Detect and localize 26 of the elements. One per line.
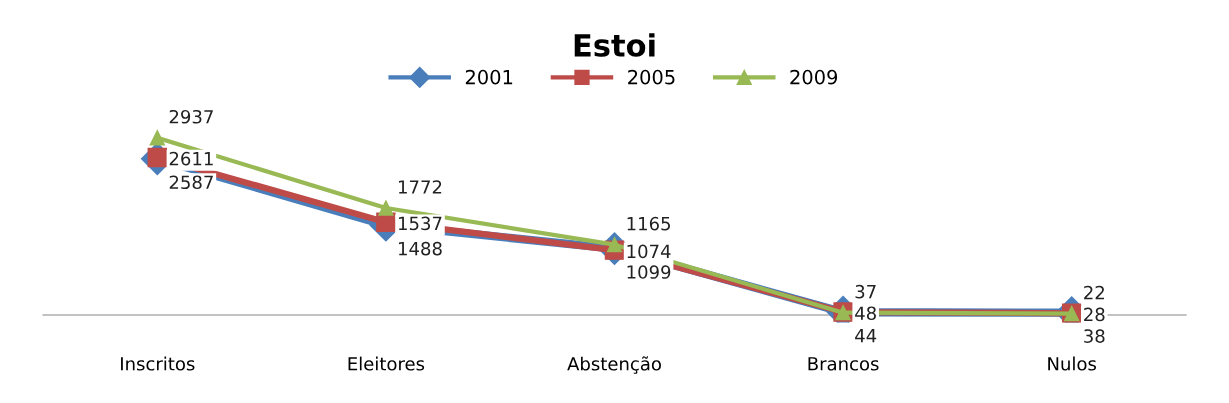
data-label: 1488 <box>399 241 442 256</box>
data-label: 1074 <box>627 244 671 259</box>
data-label: 2611 <box>169 151 213 166</box>
point <box>149 130 165 146</box>
data-label: 28 <box>1084 307 1105 322</box>
legend-label: 2009 <box>790 69 838 85</box>
data-label: 2587 <box>169 175 213 190</box>
data-label: 48 <box>855 306 876 321</box>
x-tick-label: Nulos <box>1048 356 1097 371</box>
data-label: 1772 <box>399 180 442 194</box>
legend-label: 2001 <box>465 69 513 85</box>
data-label: 38 <box>1084 329 1105 343</box>
x-tick-label: Inscritos <box>121 356 195 371</box>
data-label: 2937 <box>169 109 213 124</box>
data-label: 1537 <box>399 216 442 231</box>
data-label: 37 <box>855 284 876 299</box>
data-label: 1165 <box>627 216 670 231</box>
x-tick-label: Brancos <box>808 357 879 371</box>
x-tick-label: Abstenção <box>567 356 661 374</box>
chart-title: Estoi <box>574 33 655 57</box>
data-label: 44 <box>855 329 877 343</box>
data-label: 22 <box>1084 285 1104 300</box>
legend-label: 2005 <box>628 69 675 85</box>
point <box>378 200 394 216</box>
data-label: 1099 <box>627 265 671 279</box>
x-tick-label: Eleitores <box>348 356 425 371</box>
